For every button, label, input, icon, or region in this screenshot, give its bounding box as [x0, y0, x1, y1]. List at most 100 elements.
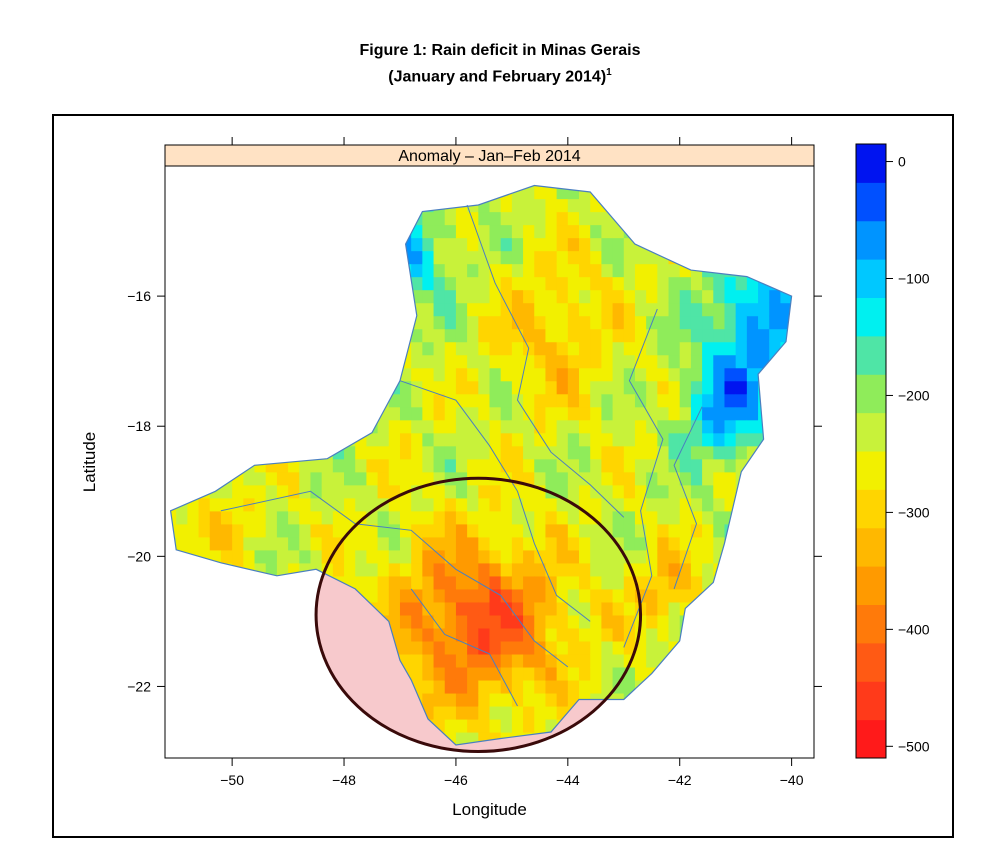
heatmap-cell [198, 224, 211, 239]
heatmap-cell [612, 185, 625, 200]
heatmap-cell [455, 289, 468, 304]
heatmap-cell [601, 380, 614, 395]
heatmap-cell [366, 406, 379, 421]
heatmap-cell [332, 471, 345, 486]
heatmap-cell [735, 237, 748, 252]
heatmap-cell [209, 198, 222, 213]
heatmap-cell [534, 718, 547, 733]
heatmap-cell [265, 510, 278, 525]
heatmap-cell [170, 198, 177, 213]
heatmap-cell [601, 250, 614, 265]
heatmap-cell [344, 432, 356, 447]
heatmap-cell [500, 250, 513, 265]
heatmap-cell [299, 640, 312, 655]
heatmap-cell [534, 692, 547, 707]
heatmap-cell [792, 238, 804, 252]
heatmap-cell [209, 627, 222, 642]
heatmap-cell [422, 224, 435, 239]
heatmap-cell [601, 185, 614, 200]
heatmap-cell [366, 588, 379, 603]
heatmap-cell [489, 237, 502, 252]
heatmap-cell [489, 432, 502, 447]
heatmap-cell [478, 367, 491, 382]
heatmap-cell [534, 237, 547, 252]
heatmap-cell [579, 185, 591, 200]
heatmap-cell [668, 185, 681, 187]
heatmap-cell [411, 575, 423, 590]
heatmap-cell [500, 419, 513, 434]
heatmap-cell [444, 367, 457, 382]
heatmap-cell [556, 458, 569, 473]
heatmap-cell [344, 276, 356, 291]
heatmap-cell [523, 458, 535, 473]
heatmap-cell [534, 302, 547, 317]
heatmap-cell [170, 224, 177, 239]
heatmap-cell [746, 445, 759, 460]
heatmap-cell [579, 276, 591, 291]
heatmap-cell [433, 237, 446, 252]
heatmap-cell [299, 393, 312, 408]
heatmap-cell [243, 224, 256, 239]
heatmap-cell [478, 562, 491, 577]
heatmap-cell [276, 627, 289, 642]
heatmap-cell [254, 692, 267, 707]
heatmap-cell [243, 198, 256, 213]
heatmap-cell [511, 536, 524, 551]
heatmap-cell [344, 445, 356, 460]
heatmap-cell [579, 744, 591, 745]
heatmap-cell [209, 497, 222, 512]
heatmap-cell [478, 445, 491, 460]
heatmap-cell [590, 666, 602, 681]
heatmap-cell [232, 406, 244, 421]
heatmap-cell [299, 497, 312, 512]
heatmap-cell [534, 224, 547, 239]
heatmap-cell [567, 458, 580, 473]
heatmap-cell [690, 380, 703, 395]
heatmap-cell [758, 731, 770, 745]
heatmap-cell [489, 627, 502, 642]
heatmap-cell [489, 653, 502, 668]
heatmap-cell [758, 341, 770, 356]
heatmap-cell [769, 380, 782, 395]
heatmap-cell [489, 549, 502, 564]
heatmap-cell [232, 601, 244, 616]
colorbar-tick-label: −500 [898, 738, 930, 754]
heatmap-cell [422, 549, 435, 564]
heatmap-cell [601, 211, 614, 226]
heatmap-cell [803, 667, 815, 681]
heatmap-cell [467, 328, 479, 343]
heatmap-cell [444, 263, 457, 278]
heatmap-cell [276, 640, 289, 655]
heatmap-cell [170, 601, 177, 616]
heatmap-cell [332, 354, 345, 369]
heatmap-cell [567, 510, 580, 525]
heatmap-cell [713, 445, 726, 460]
heatmap-cell [444, 185, 457, 200]
heatmap-cell [411, 536, 423, 551]
heatmap-cell [176, 419, 188, 434]
heatmap-cell [511, 497, 524, 512]
heatmap-cell [422, 484, 435, 499]
heatmap-cell [657, 354, 670, 369]
heatmap-cell [511, 198, 524, 213]
heatmap-cell [780, 302, 792, 317]
heatmap-cell [612, 549, 625, 564]
heatmap-cell [209, 289, 222, 304]
heatmap-cell [209, 393, 222, 408]
heatmap-cell [758, 744, 770, 745]
heatmap-cell [724, 718, 737, 733]
heatmap-cell [690, 393, 703, 408]
heatmap-cell [489, 536, 502, 551]
heatmap-cell [511, 692, 524, 707]
heatmap-cell [243, 341, 256, 356]
heatmap-cell [467, 302, 479, 317]
heatmap-cell [657, 185, 670, 200]
heatmap-cell [634, 341, 647, 356]
heatmap-cell [310, 718, 323, 733]
heatmap-cell [209, 302, 222, 317]
heatmap-cell [198, 354, 211, 369]
heatmap-cell [176, 185, 188, 187]
heatmap-cell [489, 354, 502, 369]
heatmap-cell [388, 588, 401, 603]
heatmap-cell [388, 276, 401, 291]
